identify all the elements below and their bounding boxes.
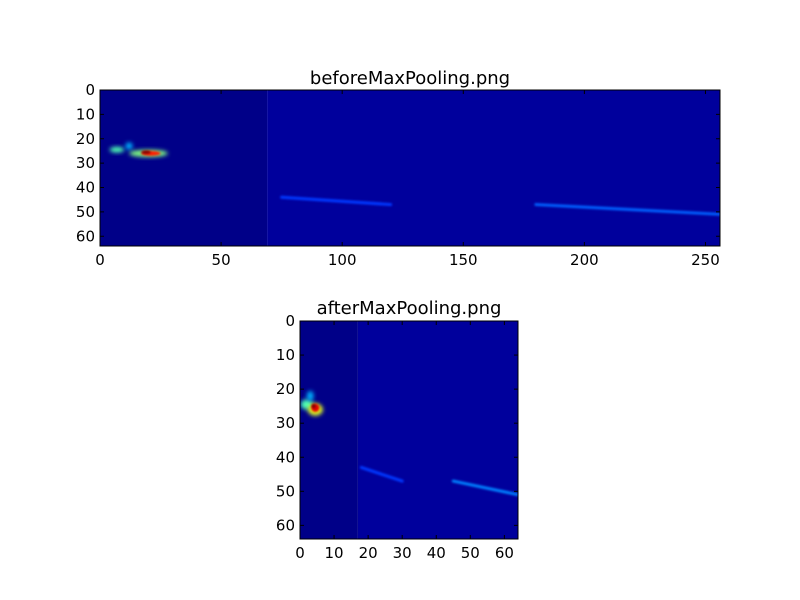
heatmap-before-max-pooling: beforeMaxPooling.png 0 50 100 150 200 250 0 10 2…	[76, 68, 721, 269]
heatmap-background-right	[267, 90, 720, 246]
y-tick-label: 60	[276, 516, 295, 534]
heatmap-hotspot	[311, 404, 316, 409]
heatmap-streak	[359, 465, 404, 483]
x-tick-label: 30	[393, 544, 412, 562]
chart-title: beforeMaxPooling.png	[310, 68, 510, 89]
y-tick-label: 40	[76, 179, 95, 197]
y-tick-label: 50	[276, 482, 295, 500]
x-tick-label: 60	[495, 544, 514, 562]
x-tick-label: 0	[95, 251, 105, 269]
chart-title: afterMaxPooling.png	[317, 298, 502, 319]
x-tick-label: 40	[427, 544, 446, 562]
y-tick-label: 0	[85, 81, 95, 99]
heatmap-hotspot	[109, 146, 125, 153]
heatmap-image	[300, 321, 518, 539]
heatmap-image	[100, 90, 720, 246]
y-tick-label: 0	[285, 312, 295, 330]
x-tick-label: 0	[295, 544, 305, 562]
heatmap-streak	[534, 203, 720, 216]
y-tick-label: 30	[276, 414, 295, 432]
heatmap-streak	[451, 479, 518, 497]
x-tick-label: 50	[461, 544, 480, 562]
heatmap-hotspot	[306, 390, 314, 402]
x-tick-label: 200	[570, 251, 599, 269]
heatmap-streak	[280, 195, 393, 207]
x-tick-label: 10	[325, 544, 344, 562]
y-tick-label: 10	[76, 105, 95, 123]
y-tick-label: 50	[76, 203, 95, 221]
x-tick-label: 20	[359, 544, 378, 562]
heatmap-hotspot	[141, 150, 151, 154]
axes-frame	[299, 320, 519, 540]
x-tick-label: 100	[328, 251, 357, 269]
x-tick-label: 50	[212, 251, 231, 269]
y-tick-label: 60	[76, 227, 95, 245]
x-tick-label: 150	[449, 251, 478, 269]
axes-frame	[99, 89, 721, 247]
x-tick-label: 250	[691, 251, 720, 269]
heatmap-hotspot	[125, 142, 133, 150]
heatmap-after-max-pooling: afterMaxPooling.png 0 10 20 30 40 50 600102030…	[276, 298, 519, 562]
heatmap-background-right	[357, 321, 518, 539]
y-tick-label: 40	[276, 448, 295, 466]
y-tick-label: 20	[276, 380, 295, 398]
heatmap-background-left	[100, 90, 268, 246]
y-tick-label: 30	[76, 154, 95, 172]
y-tick-label: 10	[276, 346, 295, 364]
heatmap-background-left	[300, 321, 358, 539]
y-tick-label: 20	[76, 130, 95, 148]
